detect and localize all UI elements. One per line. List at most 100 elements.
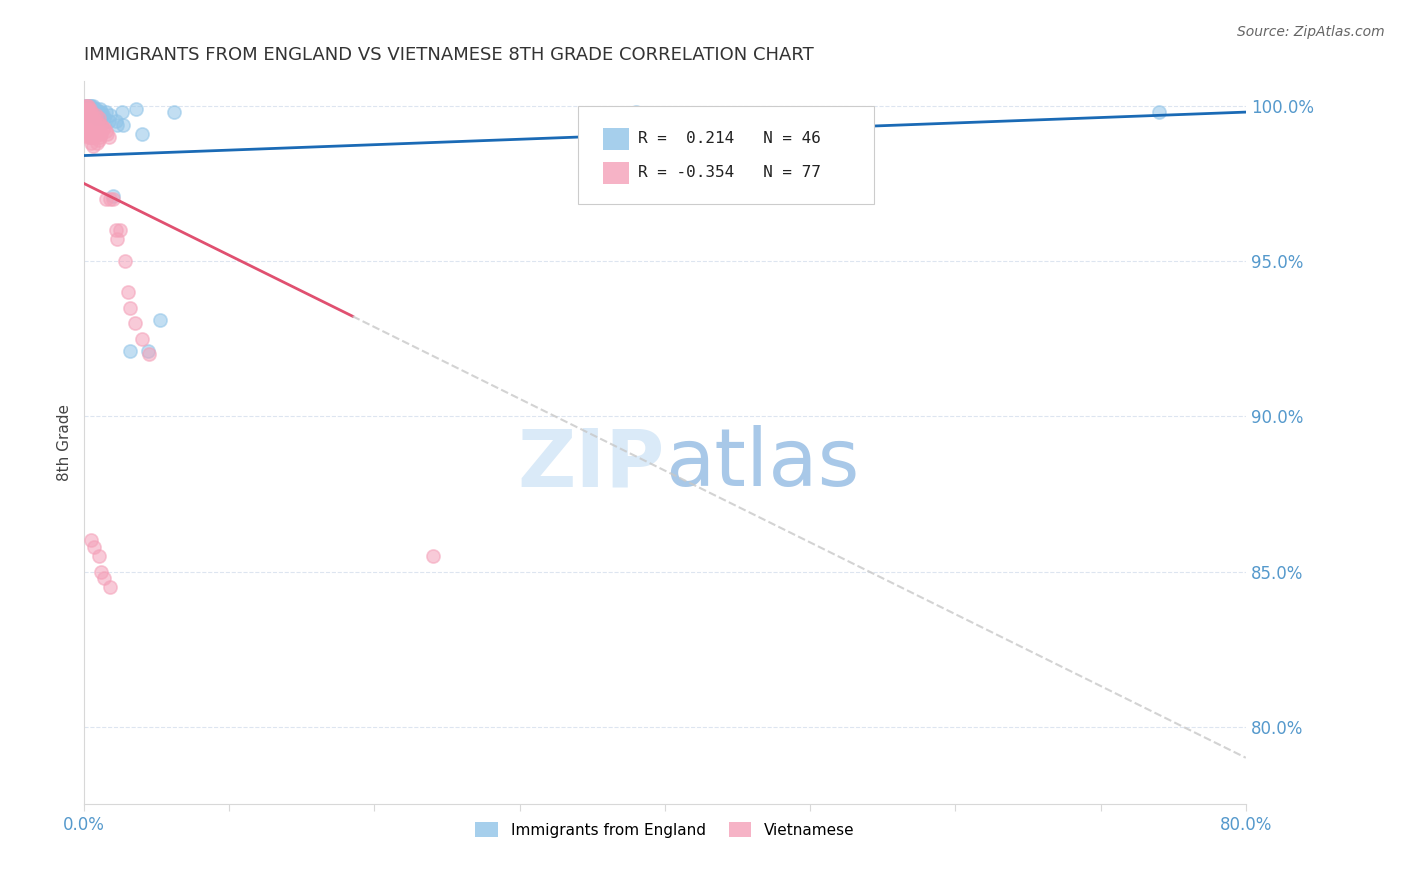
Point: [75, 99, 97, 113]
Legend: Immigrants from England, Vietnamese: Immigrants from England, Vietnamese: [470, 815, 860, 844]
Point: [91, 120, 114, 135]
Point: [93, 112, 115, 126]
Point: [82, 105, 104, 120]
Point: [79, 102, 101, 116]
Point: [124, 316, 146, 330]
Point: [77, 99, 100, 113]
Point: [86, 127, 108, 141]
Point: [79, 102, 101, 116]
Point: [83, 130, 105, 145]
Point: [77, 108, 100, 122]
Point: [77, 130, 100, 145]
Point: [77, 105, 100, 120]
Point: [80, 136, 103, 150]
Text: R = -0.354   N = 77: R = -0.354 N = 77: [638, 165, 821, 180]
Text: atlas: atlas: [665, 425, 859, 503]
Text: IMMIGRANTS FROM ENGLAND VS VIETNAMESE 8TH GRADE CORRELATION CHART: IMMIGRANTS FROM ENGLAND VS VIETNAMESE 8T…: [84, 46, 814, 64]
Point: [79, 108, 101, 122]
Point: [125, 102, 148, 116]
Point: [87, 105, 110, 120]
Point: [75, 112, 97, 126]
Point: [76, 105, 98, 120]
Point: [90, 118, 112, 132]
Point: [90, 105, 112, 120]
Point: [77, 118, 100, 132]
Point: [82, 124, 104, 138]
Point: [83, 102, 105, 116]
Point: [80, 102, 103, 116]
Point: [97, 114, 120, 128]
Point: [89, 102, 111, 116]
Point: [79, 127, 101, 141]
Point: [110, 223, 132, 237]
Point: [77, 124, 100, 138]
Point: [82, 139, 104, 153]
Point: [84, 108, 107, 122]
Point: [89, 130, 111, 145]
Point: [131, 332, 153, 346]
Point: [98, 580, 121, 594]
Point: [98, 108, 121, 122]
Point: [80, 533, 103, 548]
Point: [94, 105, 117, 120]
Point: [84, 108, 107, 122]
Point: [83, 112, 105, 126]
Point: [77, 102, 100, 116]
Point: [83, 108, 105, 122]
Point: [83, 105, 105, 120]
Point: [87, 112, 110, 126]
Point: [94, 192, 117, 206]
Text: R =  0.214   N = 46: R = 0.214 N = 46: [638, 131, 821, 146]
Point: [93, 120, 115, 135]
Point: [75, 102, 97, 116]
Point: [79, 118, 101, 132]
Point: [80, 118, 103, 132]
Point: [136, 344, 159, 359]
Point: [84, 102, 107, 116]
Point: [101, 189, 124, 203]
Point: [90, 565, 112, 579]
Point: [120, 301, 142, 315]
Point: [98, 192, 121, 206]
Point: [80, 124, 103, 138]
Point: [148, 313, 170, 327]
Point: [76, 118, 98, 132]
Point: [131, 127, 153, 141]
Y-axis label: 8th Grade: 8th Grade: [58, 404, 72, 481]
Point: [75, 99, 97, 113]
Point: [82, 130, 104, 145]
Point: [422, 549, 444, 563]
Point: [77, 99, 100, 113]
Bar: [603, 128, 628, 150]
Point: [80, 130, 103, 145]
Point: [111, 105, 134, 120]
Point: [86, 136, 108, 150]
Point: [77, 112, 100, 126]
Point: [75, 105, 97, 120]
Point: [76, 102, 98, 116]
Point: [91, 108, 114, 122]
Point: [1147, 105, 1170, 120]
Point: [112, 118, 135, 132]
Point: [96, 127, 118, 141]
Point: [90, 127, 112, 141]
Point: [117, 285, 139, 300]
Point: [80, 99, 103, 113]
Point: [80, 105, 103, 120]
Point: [76, 120, 98, 135]
Point: [97, 130, 120, 145]
Point: [87, 133, 110, 147]
Point: [84, 127, 107, 141]
Point: [76, 99, 98, 113]
Point: [163, 105, 186, 120]
Point: [101, 192, 124, 206]
Point: [76, 99, 98, 113]
Point: [82, 102, 104, 116]
Point: [79, 105, 101, 120]
Point: [87, 108, 110, 122]
Point: [82, 114, 104, 128]
Point: [93, 571, 115, 585]
Point: [80, 108, 103, 122]
Text: Source: ZipAtlas.com: Source: ZipAtlas.com: [1237, 25, 1385, 39]
Point: [84, 118, 107, 132]
